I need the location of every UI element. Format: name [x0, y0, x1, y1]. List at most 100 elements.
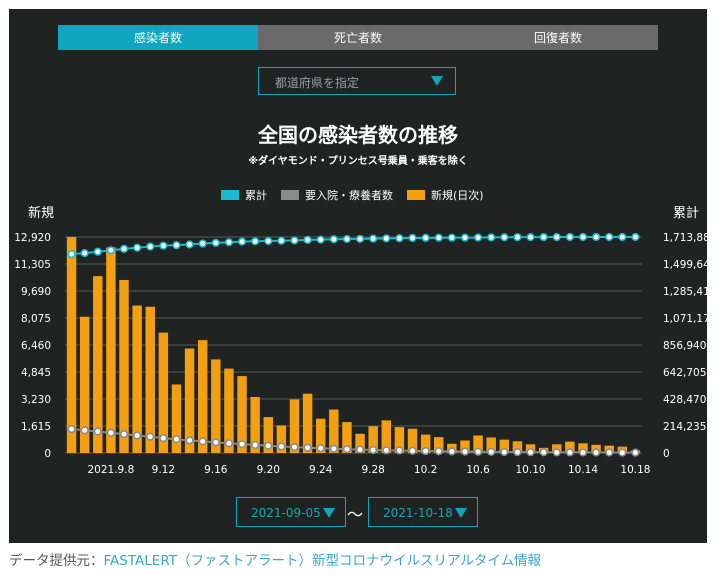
bar-new-daily [578, 443, 588, 453]
point-cumulative [211, 238, 220, 248]
x-tick-label: 2021.9.8 [88, 464, 135, 476]
point-cumulative [159, 241, 168, 250]
bar-new-daily [460, 440, 470, 453]
point-cumulative [133, 243, 142, 252]
point-cumulative [487, 233, 496, 242]
point-cumulative [80, 249, 89, 258]
point-hospitalized [631, 448, 640, 457]
point-hospitalized [500, 447, 509, 457]
bar-new-daily [171, 384, 182, 453]
bar-new-daily [224, 368, 234, 453]
bar-new-daily [237, 376, 247, 453]
point-cumulative [447, 233, 456, 242]
point-cumulative [251, 237, 260, 246]
point-cumulative [500, 233, 509, 242]
prefecture-select[interactable]: 都道府県を指定 [258, 67, 456, 95]
legend-label-hospitalized: 要入院・療養者数 [305, 189, 393, 202]
point-cumulative [526, 233, 535, 242]
point-hospitalized [93, 427, 102, 436]
point-hospitalized [198, 437, 207, 446]
prefecture-select-label: 都道府県を指定 [275, 76, 360, 90]
left-tick-label: 11,305 [14, 259, 51, 271]
point-cumulative [106, 246, 115, 255]
bar-new-daily [211, 359, 221, 453]
tab-infections[interactable]: 感染者数 [58, 25, 258, 50]
point-hospitalized [172, 435, 181, 444]
left-tick-label: 1,615 [21, 421, 51, 433]
bar-new-daily [473, 435, 483, 453]
point-cumulative [408, 233, 417, 243]
bar-new-daily [93, 276, 103, 453]
left-tick-label: 8,075 [21, 313, 51, 325]
right-tick-label: 1,713,880 [663, 232, 707, 244]
right-tick-label: 1,071,175 [663, 313, 707, 325]
legend-item-new-daily[interactable]: 新規(日次) [407, 187, 484, 203]
point-cumulative [552, 232, 561, 242]
legend-item-cumulative[interactable]: 累計 [221, 187, 267, 203]
bar-new-daily [420, 434, 431, 453]
point-hospitalized [369, 445, 378, 455]
point-cumulative [592, 232, 601, 242]
chart-legend: 累計 要入院・療養者数 新規(日次) [221, 188, 498, 202]
legend-item-hospitalized[interactable]: 要入院・療養者数 [281, 187, 393, 203]
point-cumulative [421, 233, 430, 242]
point-hospitalized [80, 426, 89, 435]
point-hospitalized [290, 442, 299, 452]
bar-new-daily [119, 279, 129, 453]
point-hospitalized [106, 428, 115, 437]
point-hospitalized [605, 448, 614, 457]
point-hospitalized [592, 448, 601, 457]
point-cumulative [460, 233, 470, 242]
bar-new-daily [355, 433, 365, 453]
point-cumulative [355, 234, 365, 243]
point-hospitalized [303, 443, 312, 452]
point-cumulative [198, 239, 207, 248]
bar-new-daily [302, 393, 313, 453]
point-cumulative [578, 232, 588, 242]
x-tick-label: 9.16 [204, 464, 228, 476]
bar-new-daily [342, 422, 352, 453]
point-hospitalized [159, 434, 168, 443]
x-tick-label: 10.14 [568, 464, 598, 476]
legend-swatch-hospitalized [281, 190, 299, 200]
point-hospitalized [513, 447, 522, 457]
x-tick-label: 10.18 [620, 464, 650, 476]
bar-new-daily [434, 437, 444, 453]
point-hospitalized [395, 446, 404, 455]
tab-deaths[interactable]: 死亡者数 [258, 25, 458, 50]
point-cumulative [395, 234, 404, 243]
point-cumulative [513, 233, 522, 242]
bar-new-daily [132, 305, 142, 453]
point-cumulative [119, 244, 129, 253]
point-cumulative [224, 238, 234, 247]
bar-new-daily [394, 427, 405, 453]
point-hospitalized [277, 442, 286, 451]
x-tick-label: 10.2 [414, 464, 437, 476]
point-cumulative [67, 250, 76, 259]
point-hospitalized [316, 444, 325, 453]
tab-recoveries[interactable]: 回復者数 [458, 25, 658, 50]
point-hospitalized [211, 438, 220, 447]
point-hospitalized [487, 447, 496, 456]
chart-panel: 感染者数 死亡者数 回復者数 都道府県を指定 全国の感染者数の推移 ※ダイヤモン… [9, 9, 707, 543]
bar-new-daily [66, 237, 77, 453]
date-to-select[interactable]: 2021-10-18 [368, 497, 478, 527]
chart-subtitle: ※ダイヤモンド・プリンセス号乗員・乗客を除く [248, 156, 468, 167]
right-tick-label: 642,705 [663, 367, 706, 379]
date-to-label: 2021-10-18 [383, 506, 453, 520]
point-hospitalized [618, 448, 627, 457]
left-tick-label: 12,920 [14, 232, 51, 244]
point-hospitalized [264, 441, 273, 450]
point-cumulative [631, 232, 640, 242]
x-tick-label: 9.24 [309, 464, 333, 476]
point-hospitalized [526, 448, 535, 457]
point-hospitalized [119, 429, 129, 439]
x-tick-label: 10.6 [466, 464, 490, 476]
left-tick-label: 0 [44, 448, 51, 460]
right-tick-label: 1,285,410 [663, 286, 707, 298]
x-tick-label: 10.10 [516, 464, 546, 476]
point-hospitalized [421, 446, 430, 456]
footer-source-link[interactable]: FASTALERT（ファストアラート）新型コロナウイルスリアルタイム情報 [103, 553, 542, 569]
date-from-select[interactable]: 2021-09-05 [236, 497, 346, 527]
bar-new-daily [263, 417, 273, 453]
